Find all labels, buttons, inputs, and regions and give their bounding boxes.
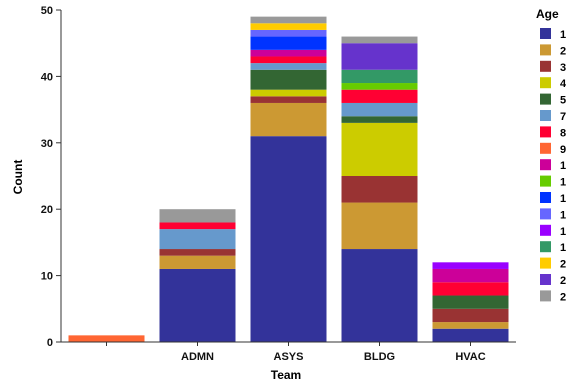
legend-swatch [540, 192, 551, 203]
bar-segment [341, 116, 418, 123]
y-axis-title: Count [11, 160, 25, 195]
bar-segment [432, 262, 509, 269]
legend-title: Age [536, 7, 559, 21]
bar-segment [250, 63, 327, 70]
x-axis: ADMN ASYS BLDG HVAC [61, 341, 516, 363]
legend-swatch [540, 44, 551, 56]
x-tick-label: ASYS [274, 351, 304, 363]
bar-segment [341, 36, 418, 44]
bar-segment [341, 83, 418, 90]
bar-segment [250, 23, 327, 30]
legend-label: 1 [560, 193, 566, 205]
legend-swatch [540, 241, 551, 253]
legend-label: 5 [560, 95, 566, 107]
bar-segment [159, 222, 236, 230]
x-tick-label: HVAC [455, 351, 485, 363]
bar-segment [159, 249, 236, 256]
bar-segment [341, 176, 418, 203]
x-axis-title: Team [271, 368, 301, 382]
legend-label: 1 [560, 242, 566, 254]
bar-segment [159, 229, 236, 250]
bar-segment [250, 29, 327, 37]
bar-segment [68, 335, 145, 342]
legend-swatch [540, 257, 551, 269]
legend: Age 1 2 3 4 5 7 8 9 1 1 1 1 1 1 2 2 2 [536, 7, 566, 303]
legend-swatch [540, 28, 551, 39]
bar-segment [250, 96, 327, 103]
bar-segment [159, 255, 236, 269]
y-tick-label: 40 [41, 71, 53, 83]
legend-label: 9 [560, 144, 566, 156]
legend-swatch [540, 224, 551, 236]
legend-label: 3 [560, 62, 566, 74]
legend-swatch [540, 77, 551, 89]
y-tick-label: 30 [41, 138, 53, 150]
bar-segment [432, 295, 509, 309]
legend-swatch [540, 159, 551, 171]
bar-segment [250, 102, 327, 137]
legend-label: 1 [560, 209, 566, 221]
y-tick-label: 0 [47, 337, 53, 349]
bar-segment [250, 49, 327, 57]
y-tick-label: 20 [41, 204, 53, 216]
bar-segment [250, 16, 327, 24]
legend-label: 2 [560, 275, 566, 287]
bar-segment [250, 69, 327, 90]
bar-segment [341, 122, 418, 176]
bar-segment [159, 209, 236, 223]
legend-swatch [540, 274, 551, 285]
legend-swatch [540, 60, 551, 72]
bar-segment [341, 89, 418, 103]
legend-label: 8 [560, 127, 566, 139]
bar-segment [432, 308, 509, 323]
y-tick-label: 50 [41, 5, 53, 17]
legend-label: 7 [560, 111, 566, 123]
legend-swatch [540, 175, 551, 187]
bar-segment [341, 202, 418, 250]
legend-label: 1 [560, 29, 566, 41]
legend-label: 1 [560, 226, 566, 238]
legend-label: 1 [560, 160, 566, 172]
bar-segment [159, 268, 236, 342]
x-tick-label: ADMN [181, 351, 214, 363]
bar-segment [432, 282, 509, 296]
x-tick-label: BLDG [364, 351, 395, 363]
plot-area [68, 16, 509, 342]
legend-label: 2 [560, 291, 566, 303]
bar-segment [341, 249, 418, 342]
bar-segment [250, 136, 327, 342]
legend-swatch [540, 208, 551, 220]
bar-segment [250, 56, 327, 64]
bar-segment [341, 102, 418, 117]
bar-segment [432, 322, 509, 329]
legend-swatch [540, 93, 551, 105]
legend-label: 2 [560, 259, 566, 271]
bar-segment [432, 268, 509, 283]
bar-segment [250, 89, 327, 97]
legend-label: 1 [560, 177, 566, 189]
legend-swatch [540, 126, 551, 138]
legend-swatch [540, 142, 551, 154]
legend-swatch [540, 290, 551, 302]
bar-segment [432, 328, 509, 342]
bar-segment [341, 43, 418, 70]
legend-label: 2 [560, 45, 566, 57]
bar-segment [341, 69, 418, 84]
bar-segment [250, 36, 327, 50]
legend-label: 4 [560, 78, 566, 90]
legend-swatch [540, 110, 551, 121]
y-axis: 0 10 20 30 40 50 [41, 5, 62, 349]
y-tick-label: 10 [41, 271, 53, 283]
